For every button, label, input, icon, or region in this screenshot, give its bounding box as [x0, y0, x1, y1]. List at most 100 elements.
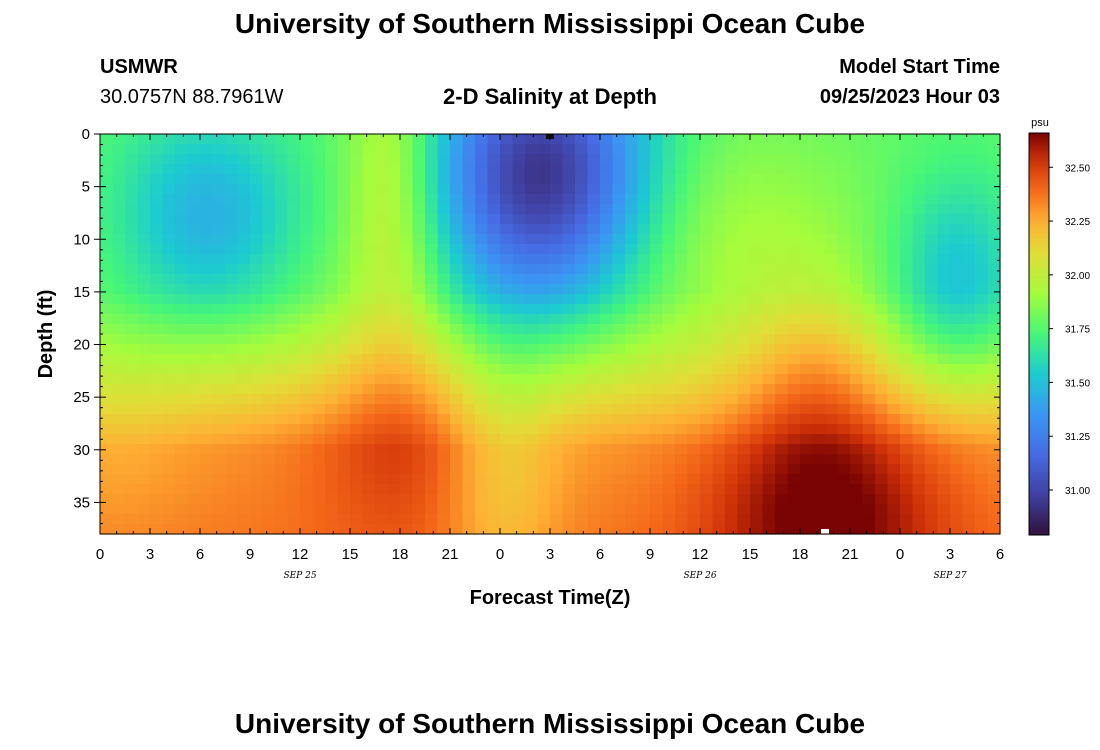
heatmap-cell [825, 384, 839, 395]
heatmap-cell [225, 244, 239, 255]
heatmap-cell [750, 174, 764, 185]
heatmap-cell [175, 404, 189, 415]
heatmap-cell [562, 364, 576, 375]
heatmap-cell [262, 354, 276, 365]
heatmap-cell [625, 274, 639, 285]
heatmap-cell [800, 254, 814, 265]
heatmap-cell [812, 194, 826, 205]
heatmap-cell [550, 344, 564, 355]
heatmap-cell [112, 414, 126, 425]
heatmap-cell [575, 454, 589, 465]
heatmap-cell [262, 324, 276, 335]
heatmap-cell [825, 234, 839, 245]
heatmap-cell [950, 234, 964, 245]
heatmap-cell [362, 454, 376, 465]
heatmap-cell [487, 244, 501, 255]
heatmap-cell [350, 374, 364, 385]
heatmap-cell [612, 384, 626, 395]
heatmap-cell [900, 174, 914, 185]
heatmap-cell [500, 474, 514, 485]
heatmap-cell [975, 384, 989, 395]
heatmap-cell [687, 274, 701, 285]
heatmap-cell [825, 224, 839, 235]
heatmap-cell [550, 464, 564, 475]
heatmap-cell [875, 294, 889, 305]
heatmap-cell [725, 164, 739, 175]
heatmap-cell [125, 264, 139, 275]
heatmap-cell [387, 504, 401, 515]
heatmap-cell [425, 454, 439, 465]
heatmap-cell [237, 184, 251, 195]
heatmap-cell [650, 274, 664, 285]
heatmap-cell [312, 304, 326, 315]
heatmap-cell [575, 174, 589, 185]
heatmap-cell [762, 344, 776, 355]
heatmap-cell [787, 154, 801, 165]
heatmap-cell [112, 204, 126, 215]
heatmap-cell [400, 384, 414, 395]
heatmap-cell [362, 414, 376, 425]
heatmap-cell [350, 274, 364, 285]
heatmap-cell [100, 484, 114, 495]
heatmap-cell [962, 134, 976, 145]
heatmap-cell [900, 414, 914, 425]
heatmap-cell [875, 414, 889, 425]
heatmap-cell [700, 284, 714, 295]
heatmap-cell [275, 214, 289, 225]
heatmap-cell [375, 184, 389, 195]
heatmap-cell [750, 154, 764, 165]
heatmap-cell [500, 414, 514, 425]
heatmap-cell [987, 434, 1001, 445]
heatmap-cell [787, 204, 801, 215]
heatmap-cell [425, 244, 439, 255]
heatmap-cell [650, 474, 664, 485]
heatmap-cell [787, 344, 801, 355]
heatmap-cell [525, 314, 539, 325]
heatmap-cell [750, 234, 764, 245]
heatmap-cell [225, 314, 239, 325]
heatmap-cell [812, 414, 826, 425]
heatmap-cell [312, 374, 326, 385]
heatmap-cell [650, 214, 664, 225]
heatmap-cell [637, 444, 651, 455]
heatmap-cell [262, 504, 276, 515]
heatmap-cell [162, 144, 176, 155]
heatmap-cell [812, 284, 826, 295]
heatmap-cell [237, 324, 251, 335]
heatmap-cell [687, 294, 701, 305]
heatmap-cell [175, 324, 189, 335]
heatmap-cell [275, 164, 289, 175]
heatmap-cell [412, 154, 426, 165]
heatmap-cell [350, 334, 364, 345]
heatmap-cell [625, 244, 639, 255]
heatmap-cell [850, 414, 864, 425]
heatmap-cell [500, 204, 514, 215]
heatmap-cell [437, 464, 451, 475]
heatmap-cell [575, 184, 589, 195]
heatmap-cell [425, 424, 439, 435]
heatmap-cell [212, 414, 226, 425]
heatmap-cell [562, 144, 576, 155]
heatmap-cell [850, 174, 864, 185]
heatmap-cell [612, 394, 626, 405]
heatmap-cell [250, 204, 264, 215]
heatmap-cell [737, 344, 751, 355]
heatmap-cell [387, 474, 401, 485]
heatmap-cell [325, 204, 339, 215]
heatmap-cell [862, 424, 876, 435]
heatmap-cell [350, 494, 364, 505]
heatmap-cell [737, 424, 751, 435]
heatmap-cell [187, 334, 201, 345]
heatmap-cell [362, 334, 376, 345]
heatmap-cell [112, 344, 126, 355]
heatmap-cell [637, 484, 651, 495]
heatmap-cell [162, 444, 176, 455]
heatmap-cell [600, 454, 614, 465]
heatmap-cell [775, 354, 789, 365]
heatmap-cell [337, 334, 351, 345]
heatmap-cell [512, 214, 526, 225]
heatmap-cell [350, 184, 364, 195]
heatmap-cell [800, 134, 814, 145]
heatmap-cell [550, 294, 564, 305]
heatmap-cell [950, 174, 964, 185]
